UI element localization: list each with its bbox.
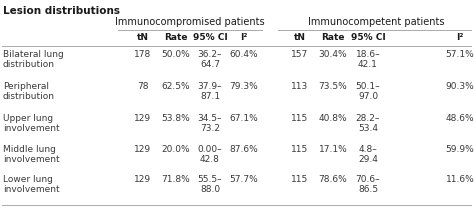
Text: 67.1%: 67.1% (229, 114, 258, 123)
Text: Immunocompetent patients: Immunocompetent patients (308, 17, 444, 27)
Text: 18.6–
42.1: 18.6– 42.1 (356, 50, 380, 69)
Text: 57.1%: 57.1% (446, 50, 474, 59)
Text: 129: 129 (135, 145, 152, 154)
Text: Upper lung
involvement: Upper lung involvement (3, 114, 60, 133)
Text: 50.0%: 50.0% (162, 50, 191, 59)
Text: Immunocompromised patients: Immunocompromised patients (115, 17, 265, 27)
Text: 115: 115 (292, 175, 309, 184)
Text: 30.4%: 30.4% (319, 50, 347, 59)
Text: Rate: Rate (321, 33, 345, 42)
Text: 59.9%: 59.9% (446, 145, 474, 154)
Text: 129: 129 (135, 114, 152, 123)
Text: 4.8–
29.4: 4.8– 29.4 (358, 145, 378, 164)
Text: 55.5–
88.0: 55.5– 88.0 (198, 175, 222, 194)
Text: 70.6–
86.5: 70.6– 86.5 (356, 175, 380, 194)
Text: 62.5%: 62.5% (162, 82, 191, 91)
Text: 11.6%: 11.6% (446, 175, 474, 184)
Text: 115: 115 (292, 145, 309, 154)
Text: 17.1%: 17.1% (319, 145, 347, 154)
Text: tN: tN (137, 33, 149, 42)
Text: 157: 157 (292, 50, 309, 59)
Text: 71.8%: 71.8% (162, 175, 191, 184)
Text: 28.2–
53.4: 28.2– 53.4 (356, 114, 380, 133)
Text: 113: 113 (292, 82, 309, 91)
Text: Lesion distributions: Lesion distributions (3, 6, 120, 16)
Text: 60.4%: 60.4% (230, 50, 258, 59)
Text: tN: tN (294, 33, 306, 42)
Text: 78: 78 (137, 82, 149, 91)
Text: 48.6%: 48.6% (446, 114, 474, 123)
Text: Middle lung
involvement: Middle lung involvement (3, 145, 60, 164)
Text: Rate: Rate (164, 33, 188, 42)
Text: 34.5–
73.2: 34.5– 73.2 (198, 114, 222, 133)
Text: 20.0%: 20.0% (162, 145, 191, 154)
Text: 129: 129 (135, 175, 152, 184)
Text: I²: I² (456, 33, 464, 42)
Text: 95% CI: 95% CI (351, 33, 385, 42)
Text: 79.3%: 79.3% (229, 82, 258, 91)
Text: Lower lung
involvement: Lower lung involvement (3, 175, 60, 194)
Text: 40.8%: 40.8% (319, 114, 347, 123)
Text: 36.2–
64.7: 36.2– 64.7 (198, 50, 222, 69)
Text: 90.3%: 90.3% (446, 82, 474, 91)
Text: 53.8%: 53.8% (162, 114, 191, 123)
Text: 87.6%: 87.6% (229, 145, 258, 154)
Text: 78.6%: 78.6% (319, 175, 347, 184)
Text: 178: 178 (134, 50, 152, 59)
Text: 57.7%: 57.7% (229, 175, 258, 184)
Text: 0.00–
42.8: 0.00– 42.8 (198, 145, 222, 164)
Text: I²: I² (240, 33, 248, 42)
Text: 50.1–
97.0: 50.1– 97.0 (356, 82, 380, 102)
Text: 73.5%: 73.5% (319, 82, 347, 91)
Text: 37.9–
87.1: 37.9– 87.1 (198, 82, 222, 102)
Text: Bilateral lung
distribution: Bilateral lung distribution (3, 50, 64, 69)
Text: 115: 115 (292, 114, 309, 123)
Text: 95% CI: 95% CI (192, 33, 228, 42)
Text: Peripheral
distribution: Peripheral distribution (3, 82, 55, 102)
